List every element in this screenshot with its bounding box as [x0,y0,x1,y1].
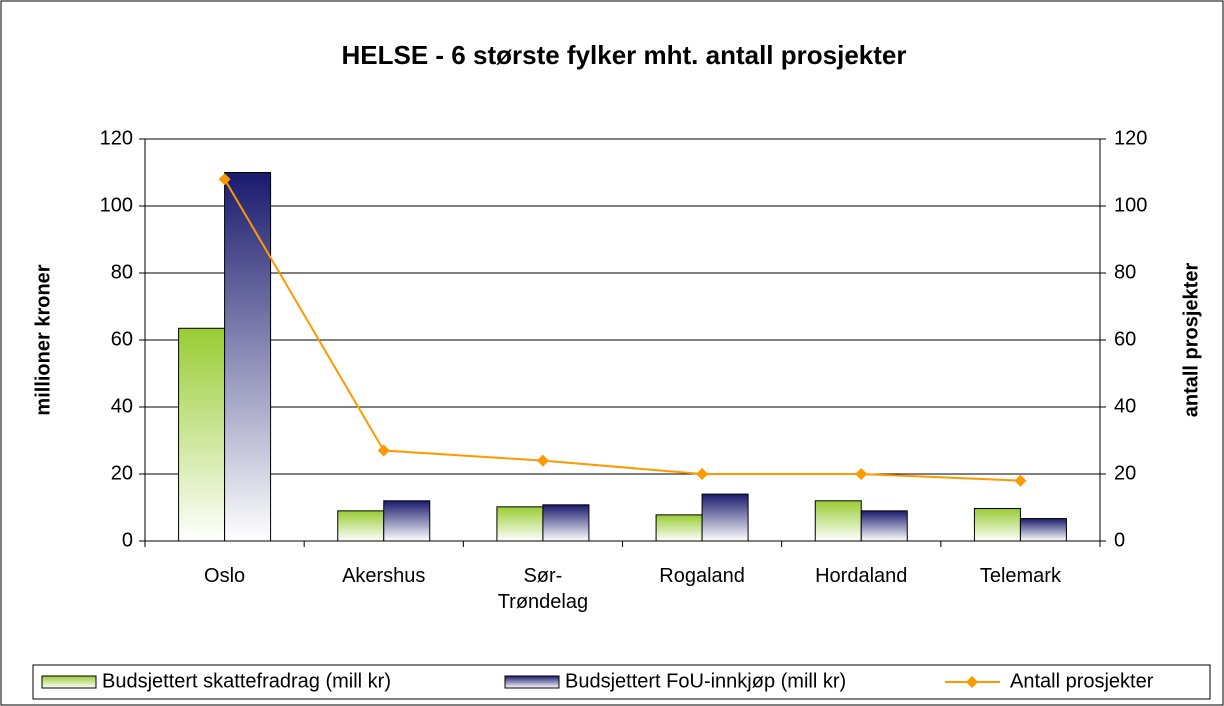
line-marker [1014,474,1027,487]
y-tick-label: 100 [100,194,133,216]
y2-tick-label: 40 [1114,395,1136,417]
bar [814,500,862,542]
bar [973,508,1021,542]
y-tick-label: 80 [111,261,133,283]
chart-title: HELSE - 6 største fylker mht. antall pro… [342,40,907,70]
bar [337,510,385,542]
y2-tick-label: 80 [1114,261,1136,283]
y-tick-label: 60 [111,328,133,350]
legend-swatch [966,676,978,688]
bar [496,506,544,542]
y-tick-label: 0 [122,529,133,551]
y-tick-label: 20 [111,462,133,484]
y2-tick-label: 0 [1114,529,1125,551]
y2-tick-label: 60 [1114,328,1136,350]
line-marker [377,444,390,457]
y2-tick-label: 20 [1114,462,1136,484]
y-tick-label: 120 [100,127,133,149]
bar [224,172,272,542]
legend-box [32,664,1211,700]
x-tick-label: Sør-Trøndelag [497,565,589,613]
x-tick-label: Oslo [204,565,246,587]
bar [860,510,908,542]
legend-label: Antall prosjekter [1010,670,1154,692]
bar [178,327,226,542]
line-marker [696,468,709,480]
y2-tick-label: 120 [1114,127,1147,149]
y-tick-label: 40 [111,395,133,417]
bar [383,500,431,542]
x-tick-label: Akershus [342,565,426,587]
line-marker [218,173,231,186]
y2-axis-label: antall prosjekter [1180,263,1202,418]
legend-label: Budsjettert FoU-innkjøp (mill kr) [565,670,846,692]
bar [701,493,749,542]
line [223,178,1021,482]
bar [1019,518,1067,542]
legend-label: Budsjettert skattefradrag (mill kr) [102,670,391,692]
line-marker [855,468,868,480]
legend-swatch [504,675,560,689]
x-tick-label: Hordaland [815,565,908,587]
legend-swatch [41,675,97,689]
line-marker [536,454,549,467]
x-tick-label: Rogaland [659,565,745,587]
x-tick-label: Telemark [979,565,1061,587]
y2-tick-label: 100 [1114,194,1147,216]
bar [655,514,703,542]
bar [542,504,590,542]
y-axis-label: millioner kroner [32,264,54,415]
